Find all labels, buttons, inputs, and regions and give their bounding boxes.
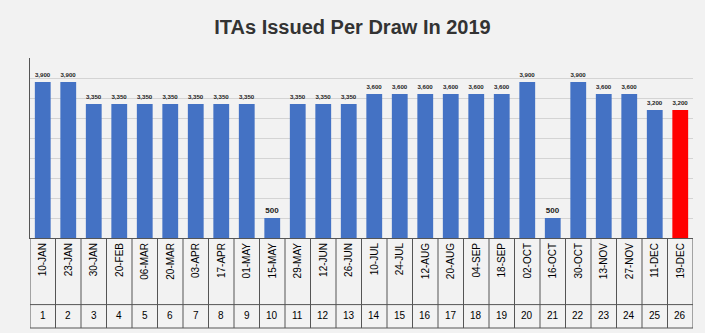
svg-text:30-JAN: 30-JAN — [88, 243, 99, 276]
svg-text:18: 18 — [470, 310, 482, 321]
svg-text:3,900: 3,900 — [35, 71, 51, 78]
svg-text:17: 17 — [445, 310, 457, 321]
svg-text:3,600: 3,600 — [596, 83, 612, 90]
svg-text:3,200: 3,200 — [647, 99, 663, 106]
svg-text:3,600: 3,600 — [443, 83, 459, 90]
svg-text:3,350: 3,350 — [290, 93, 306, 100]
svg-text:04-SEP: 04-SEP — [471, 243, 482, 278]
svg-text:13: 13 — [343, 310, 355, 321]
svg-text:3,600: 3,600 — [366, 83, 382, 90]
svg-text:3: 3 — [91, 310, 97, 321]
svg-text:3,600: 3,600 — [621, 83, 637, 90]
svg-text:3,600: 3,600 — [417, 83, 433, 90]
svg-text:19: 19 — [496, 310, 508, 321]
svg-text:21: 21 — [547, 310, 559, 321]
svg-text:3,350: 3,350 — [239, 93, 255, 100]
svg-text:24-JUL: 24-JUL — [394, 243, 405, 276]
svg-text:16: 16 — [419, 310, 431, 321]
svg-text:3,350: 3,350 — [188, 93, 204, 100]
svg-text:13-NOV: 13-NOV — [598, 243, 609, 279]
svg-text:ITAs Issued Per Draw In 2019: ITAs Issued Per Draw In 2019 — [214, 16, 490, 38]
svg-text:17-APR: 17-APR — [216, 243, 227, 278]
svg-text:20: 20 — [521, 310, 533, 321]
svg-text:12-JUN: 12-JUN — [318, 243, 329, 277]
svg-text:22: 22 — [572, 310, 584, 321]
svg-text:3,350: 3,350 — [137, 93, 153, 100]
svg-text:06-MAR: 06-MAR — [139, 243, 150, 280]
svg-text:02-OCT: 02-OCT — [522, 243, 533, 279]
svg-text:18-SEP: 18-SEP — [496, 243, 507, 278]
svg-text:20-FEB: 20-FEB — [114, 243, 125, 277]
svg-text:3,350: 3,350 — [315, 93, 331, 100]
svg-text:26-JUN: 26-JUN — [343, 243, 354, 277]
svg-text:29-MAY: 29-MAY — [292, 243, 303, 279]
svg-text:19-DEC: 19-DEC — [675, 243, 686, 279]
svg-text:3,350: 3,350 — [111, 93, 127, 100]
svg-text:16-OCT: 16-OCT — [547, 243, 558, 279]
svg-text:3,900: 3,900 — [570, 71, 586, 78]
svg-text:500: 500 — [265, 206, 279, 215]
svg-text:3,350: 3,350 — [341, 93, 357, 100]
svg-text:10-JUL: 10-JUL — [369, 243, 380, 276]
svg-text:20-MAR: 20-MAR — [165, 243, 176, 280]
svg-text:14: 14 — [368, 310, 380, 321]
svg-text:12: 12 — [317, 310, 329, 321]
svg-text:4: 4 — [116, 310, 122, 321]
svg-text:2: 2 — [65, 310, 71, 321]
svg-text:26: 26 — [674, 310, 686, 321]
svg-text:3,900: 3,900 — [60, 71, 76, 78]
svg-text:9: 9 — [244, 310, 250, 321]
svg-text:10-JAN: 10-JAN — [37, 243, 48, 276]
svg-text:7: 7 — [193, 310, 199, 321]
svg-text:3,600: 3,600 — [392, 83, 408, 90]
svg-text:3,600: 3,600 — [468, 83, 484, 90]
svg-text:3,350: 3,350 — [162, 93, 178, 100]
svg-text:20-AUG: 20-AUG — [445, 243, 456, 279]
svg-text:6: 6 — [167, 310, 173, 321]
svg-text:3,200: 3,200 — [672, 99, 688, 106]
svg-text:3,600: 3,600 — [494, 83, 510, 90]
svg-text:5: 5 — [142, 310, 148, 321]
svg-text:11-DEC: 11-DEC — [649, 243, 660, 278]
svg-text:01-MAY: 01-MAY — [241, 243, 252, 279]
svg-text:12-AUG: 12-AUG — [420, 243, 431, 279]
svg-text:15: 15 — [394, 310, 406, 321]
svg-text:25: 25 — [649, 310, 661, 321]
svg-text:3,350: 3,350 — [213, 93, 229, 100]
svg-text:3,350: 3,350 — [86, 93, 102, 100]
svg-text:23-JAN: 23-JAN — [63, 243, 74, 276]
svg-text:27-NOV: 27-NOV — [624, 243, 635, 279]
svg-text:1: 1 — [40, 310, 46, 321]
svg-text:11: 11 — [292, 310, 303, 321]
svg-text:10: 10 — [266, 310, 278, 321]
svg-text:23: 23 — [598, 310, 610, 321]
svg-text:24: 24 — [623, 310, 635, 321]
svg-text:8: 8 — [218, 310, 224, 321]
svg-text:30-OCT: 30-OCT — [573, 243, 584, 279]
svg-text:500: 500 — [546, 206, 560, 215]
svg-text:3,900: 3,900 — [519, 71, 535, 78]
svg-text:03-APR: 03-APR — [190, 243, 201, 278]
svg-text:15-MAY: 15-MAY — [267, 243, 278, 279]
